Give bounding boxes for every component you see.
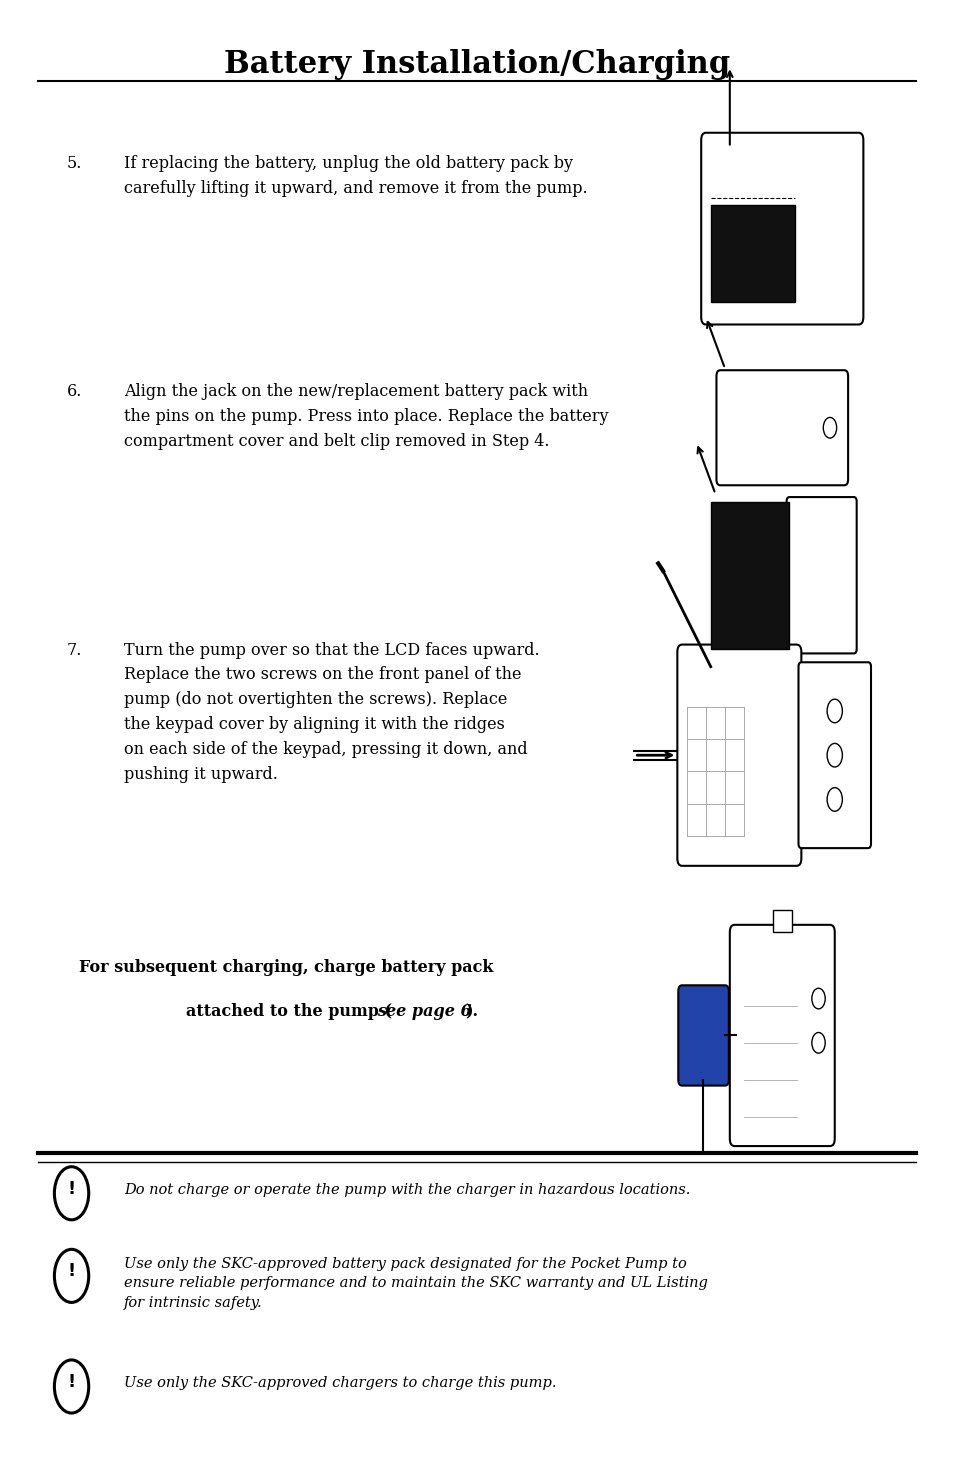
Text: !: !	[68, 1263, 75, 1280]
Text: ).: ).	[465, 1003, 478, 1021]
FancyBboxPatch shape	[710, 205, 794, 302]
Text: Align the jack on the new/replacement battery pack with
the pins on the pump. Pr: Align the jack on the new/replacement ba…	[124, 384, 608, 450]
Text: Turn the pump over so that the LCD faces upward.
Replace the two screws on the f: Turn the pump over so that the LCD faces…	[124, 642, 539, 783]
FancyBboxPatch shape	[700, 133, 862, 324]
FancyBboxPatch shape	[729, 925, 834, 1146]
Text: !: !	[68, 1180, 75, 1198]
Text: Battery Installation/Charging: Battery Installation/Charging	[224, 49, 729, 80]
Text: see page 6: see page 6	[376, 1003, 471, 1021]
Text: 7.: 7.	[67, 642, 82, 659]
FancyBboxPatch shape	[677, 645, 801, 866]
Text: 6.: 6.	[67, 384, 82, 401]
FancyBboxPatch shape	[798, 662, 870, 848]
FancyBboxPatch shape	[772, 910, 791, 932]
Text: 5.: 5.	[67, 155, 82, 173]
FancyBboxPatch shape	[785, 497, 856, 653]
FancyBboxPatch shape	[678, 985, 728, 1086]
Text: !: !	[68, 1373, 75, 1391]
Text: For subsequent charging, charge battery pack: For subsequent charging, charge battery …	[79, 959, 493, 976]
Text: Use only the SKC-approved battery pack designated for the Pocket Pump to
ensure : Use only the SKC-approved battery pack d…	[124, 1257, 707, 1310]
FancyBboxPatch shape	[716, 370, 847, 485]
Text: Use only the SKC-approved chargers to charge this pump.: Use only the SKC-approved chargers to ch…	[124, 1376, 556, 1389]
Text: Do not charge or operate the pump with the charger in hazardous locations.: Do not charge or operate the pump with t…	[124, 1183, 690, 1196]
Text: If replacing the battery, unplug the old battery pack by
carefully lifting it up: If replacing the battery, unplug the old…	[124, 155, 587, 196]
Text: attached to the pump (: attached to the pump (	[186, 1003, 392, 1021]
FancyBboxPatch shape	[710, 502, 789, 649]
